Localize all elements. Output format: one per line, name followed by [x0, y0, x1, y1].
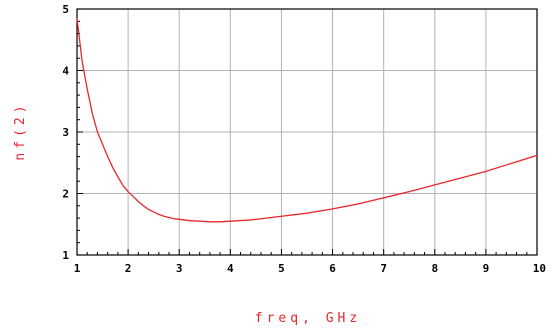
y-tick-label: 3 — [62, 126, 69, 139]
y-axis-label: nf(2) — [13, 101, 28, 160]
x-tick-label: 4 — [227, 262, 234, 275]
x-tick-label: 2 — [125, 262, 132, 275]
y-tick-label: 4 — [62, 65, 69, 78]
x-tick-label: 8 — [431, 262, 438, 275]
y-tick-label: 2 — [62, 188, 69, 201]
x-tick-label: 5 — [278, 262, 285, 275]
x-tick-label: 10 — [533, 262, 546, 275]
plot-frame — [76, 8, 538, 256]
x-tick-labels: 1 2 3 4 5 6 7 8 9 10 — [74, 262, 546, 275]
grid-lines — [77, 9, 537, 255]
y-tick-label: 1 — [62, 249, 69, 262]
series-line — [76, 18, 538, 223]
x-tick-label: 9 — [483, 262, 490, 275]
x-tick-label: 7 — [380, 262, 387, 275]
y-tick-label: 5 — [62, 3, 69, 16]
x-tick-label: 1 — [74, 262, 81, 275]
x-tick-label: 3 — [176, 262, 183, 275]
y-tick-labels: 1 2 3 4 5 — [62, 3, 69, 262]
x-axis-label: freq, GHz — [255, 311, 361, 326]
x-tick-label: 6 — [329, 262, 336, 275]
